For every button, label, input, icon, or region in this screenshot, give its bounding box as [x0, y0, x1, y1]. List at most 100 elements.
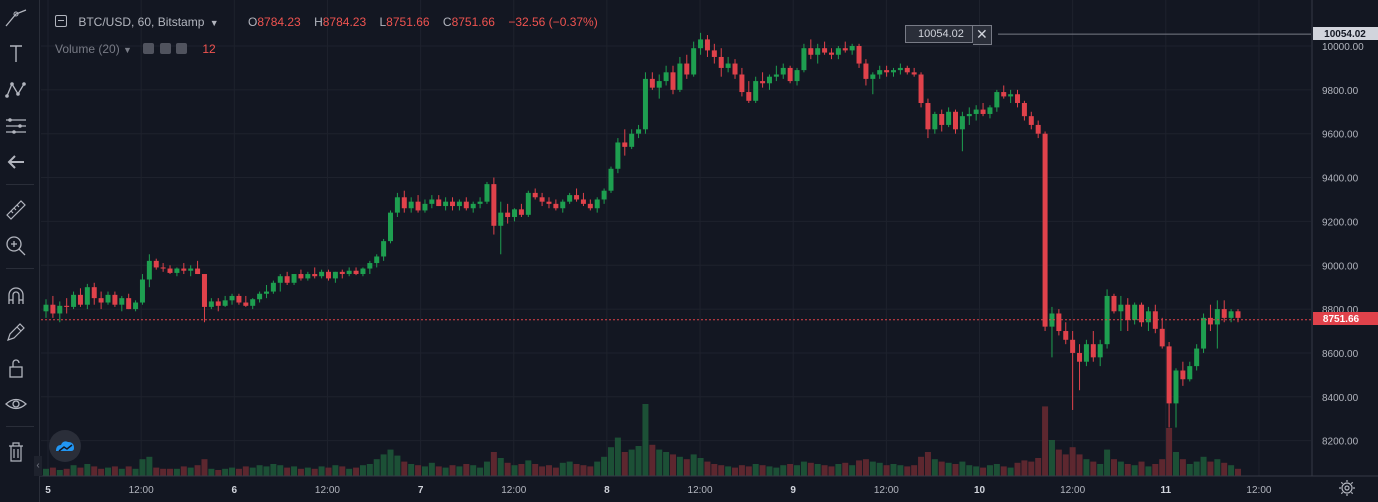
- volume-bar: [711, 464, 718, 476]
- candle-body: [450, 201, 456, 207]
- candle-body: [201, 274, 207, 307]
- volume-bar: [594, 461, 601, 476]
- candle-body: [491, 184, 497, 226]
- zoom-icon[interactable]: [2, 232, 30, 260]
- volume-bar: [456, 466, 463, 476]
- candle-body: [670, 72, 676, 90]
- candle-body: [560, 201, 566, 209]
- candle-body: [1173, 370, 1179, 404]
- price-tick-label: 8600.00: [1322, 349, 1359, 360]
- volume-bar: [132, 468, 139, 476]
- volume-bar: [49, 467, 56, 476]
- volume-bar: [587, 466, 594, 476]
- lock-icon[interactable]: [2, 354, 30, 382]
- volume-bar: [1235, 468, 1241, 476]
- price-tick-label: 8200.00: [1322, 437, 1359, 448]
- time-tick-label: 6: [232, 485, 238, 496]
- candle-body: [339, 271, 345, 275]
- candle-body: [470, 203, 476, 209]
- trend-line-icon[interactable]: [2, 4, 30, 32]
- candle-body: [925, 103, 931, 130]
- back-arrow-icon[interactable]: [2, 148, 30, 176]
- volume-bar: [862, 459, 869, 476]
- volume-bar: [683, 459, 690, 476]
- volume-bar: [415, 465, 422, 476]
- chevron-down-icon[interactable]: ▼: [209, 18, 219, 28]
- candle-body: [463, 201, 469, 209]
- settings-icon[interactable]: [159, 43, 171, 54]
- candle-body: [312, 274, 318, 277]
- volume-bar: [918, 456, 925, 476]
- candle-body: [181, 268, 187, 271]
- magnet-icon[interactable]: [2, 282, 30, 310]
- candle-body: [828, 52, 834, 55]
- volume-bar: [911, 465, 918, 476]
- volume-bar: [959, 461, 966, 476]
- fib-icon[interactable]: [2, 112, 30, 140]
- candle-body: [1090, 344, 1096, 358]
- candle-body: [1063, 331, 1069, 340]
- candle-body: [870, 74, 876, 79]
- tradingview-logo[interactable]: [49, 430, 81, 462]
- drawing-toolbar: [0, 0, 40, 502]
- trash-icon[interactable]: [2, 438, 30, 466]
- candle-body: [1145, 311, 1151, 323]
- text-icon[interactable]: [2, 40, 30, 68]
- candle-body: [57, 305, 63, 314]
- price-lines: [41, 33, 1311, 321]
- candle-body: [732, 63, 738, 75]
- volume-bar: [187, 467, 194, 476]
- pattern-icon[interactable]: [2, 76, 30, 104]
- volume-bar: [1159, 459, 1166, 476]
- candle-body: [1111, 295, 1117, 312]
- volume-label[interactable]: Volume (20): [55, 42, 120, 56]
- eye-icon[interactable]: [2, 390, 30, 418]
- volume-bar: [91, 466, 98, 476]
- volume-bar: [614, 437, 621, 476]
- candle-body: [388, 212, 394, 242]
- stay-in-drawing-icon[interactable]: [2, 318, 30, 346]
- time-tick-label: 9: [790, 485, 796, 496]
- price-axis[interactable]: 10000.00 9800.00 9600.00 9400.00 9200.00 9000…: [1322, 42, 1364, 448]
- candle-body: [174, 268, 180, 273]
- volume-bar: [601, 456, 608, 476]
- candle-body: [773, 74, 779, 77]
- candle-body: [587, 203, 593, 209]
- candle-body: [953, 111, 959, 130]
- volume-bar: [332, 465, 339, 476]
- volume-bar: [408, 464, 415, 476]
- visibility-icon[interactable]: [143, 43, 155, 54]
- volume-bar: [401, 461, 408, 476]
- price-tick-label: 9800.00: [1322, 86, 1359, 97]
- symbol-name[interactable]: BTC/USD, 60, Bitstamp: [78, 15, 205, 29]
- candle-body: [436, 199, 442, 207]
- time-axis[interactable]: 5 12:00 6 12:00 7 12:00 8 12:00 9 12:00 10 12:00 11 1…: [45, 485, 1272, 496]
- volume-bar: [1069, 447, 1076, 476]
- volume-bar: [139, 459, 146, 476]
- volume-bar: [663, 452, 670, 476]
- remove-icon[interactable]: [176, 43, 187, 54]
- volume-bar: [1117, 461, 1124, 476]
- candle-body: [698, 39, 704, 49]
- ruler-icon[interactable]: [2, 196, 30, 224]
- legend-toggle-icon[interactable]: [55, 15, 67, 27]
- candle-body: [636, 129, 642, 134]
- candle-body: [381, 241, 387, 257]
- candle-body: [325, 271, 331, 279]
- gear-icon[interactable]: [1338, 479, 1356, 497]
- candle-body: [725, 63, 731, 68]
- volume-bar: [284, 467, 291, 476]
- candle-body: [546, 201, 552, 204]
- high-label: H: [314, 15, 323, 29]
- candle-body: [904, 67, 910, 73]
- measure-label[interactable]: 10054.02 ✕: [905, 25, 992, 45]
- collapse-toolbar-icon[interactable]: ‹: [34, 456, 42, 476]
- chevron-down-icon[interactable]: ▼: [123, 45, 132, 55]
- candle-body: [126, 298, 132, 310]
- candle-body: [766, 76, 772, 84]
- candle-body: [195, 268, 201, 275]
- volume-bar: [387, 449, 394, 476]
- close-icon[interactable]: ✕: [972, 25, 992, 45]
- current-price-tag: 8751.66: [1323, 314, 1360, 325]
